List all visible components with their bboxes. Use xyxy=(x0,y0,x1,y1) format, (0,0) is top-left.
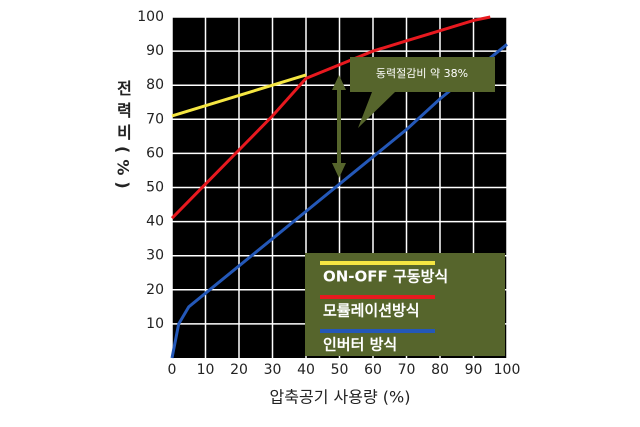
x-tick-label: 90 xyxy=(465,362,483,378)
y-tick-label: 50 xyxy=(146,180,164,196)
y-tick-label: 60 xyxy=(146,145,164,161)
series-line xyxy=(170,15,491,220)
annotation-box xyxy=(350,57,495,128)
double-arrow xyxy=(332,75,346,178)
x-axis-title: 압축공기 사용량 (%) xyxy=(270,388,411,407)
legend-label: 인버터 방식 xyxy=(323,336,397,354)
y-tick-label: 70 xyxy=(146,111,164,127)
series-line xyxy=(171,73,307,118)
legend-box xyxy=(305,253,505,356)
x-tick-label: 100 xyxy=(494,362,521,378)
y-axis-title: 전력비(%) xyxy=(114,80,133,195)
y-tick-label: 90 xyxy=(146,43,164,59)
y-tick-label: 80 xyxy=(146,77,164,93)
x-tick-label: 50 xyxy=(331,362,349,378)
x-tick-label: 70 xyxy=(398,362,416,378)
y-tick-label: 30 xyxy=(146,248,164,264)
legend-label: 모률레이션방식 xyxy=(323,302,420,320)
annotation: 동력절감비 약 38% xyxy=(376,66,468,80)
x-tick-label: 0 xyxy=(168,362,177,378)
x-tick-label: 60 xyxy=(364,362,382,378)
y-tick-label: 40 xyxy=(146,214,164,230)
series-line xyxy=(170,43,508,359)
y-tick-label: 20 xyxy=(146,282,164,298)
x-tick-label: 20 xyxy=(230,362,248,378)
x-tick-label: 10 xyxy=(197,362,215,378)
x-tick-label: 40 xyxy=(297,362,315,378)
y-tick-label: 10 xyxy=(146,316,164,332)
y-tick-label: 100 xyxy=(137,9,164,25)
x-tick-label: 30 xyxy=(264,362,282,378)
x-tick-label: 80 xyxy=(431,362,449,378)
legend-label: ON-OFF 구동방식 xyxy=(323,268,448,286)
